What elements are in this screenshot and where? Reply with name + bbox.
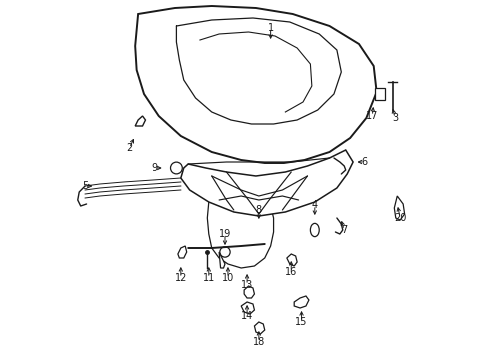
Polygon shape	[254, 322, 264, 334]
Ellipse shape	[310, 223, 319, 237]
Text: 19: 19	[219, 229, 231, 239]
Text: 15: 15	[295, 317, 307, 327]
Text: 3: 3	[391, 113, 397, 123]
Text: 2: 2	[126, 143, 132, 153]
Polygon shape	[135, 6, 376, 163]
Text: 11: 11	[202, 273, 215, 283]
Polygon shape	[241, 302, 254, 314]
Text: 20: 20	[393, 213, 406, 223]
Text: 1: 1	[267, 23, 273, 33]
Text: 18: 18	[252, 337, 264, 347]
Polygon shape	[178, 246, 186, 258]
Polygon shape	[294, 296, 308, 308]
Text: 12: 12	[174, 273, 186, 283]
Polygon shape	[219, 252, 224, 268]
Text: 14: 14	[241, 311, 253, 321]
Bar	[374, 88, 385, 100]
Polygon shape	[135, 116, 145, 126]
Polygon shape	[393, 196, 404, 220]
Text: 17: 17	[366, 111, 378, 121]
Text: 10: 10	[222, 273, 234, 283]
Text: 5: 5	[82, 181, 88, 191]
Text: 7: 7	[341, 225, 346, 235]
Text: 13: 13	[241, 280, 253, 290]
Polygon shape	[181, 150, 352, 216]
Text: 8: 8	[255, 205, 262, 215]
Text: 4: 4	[311, 200, 317, 210]
Text: 6: 6	[361, 157, 367, 167]
Text: 16: 16	[285, 267, 297, 277]
Text: 9: 9	[151, 163, 157, 173]
Polygon shape	[244, 286, 254, 298]
Polygon shape	[286, 254, 297, 266]
